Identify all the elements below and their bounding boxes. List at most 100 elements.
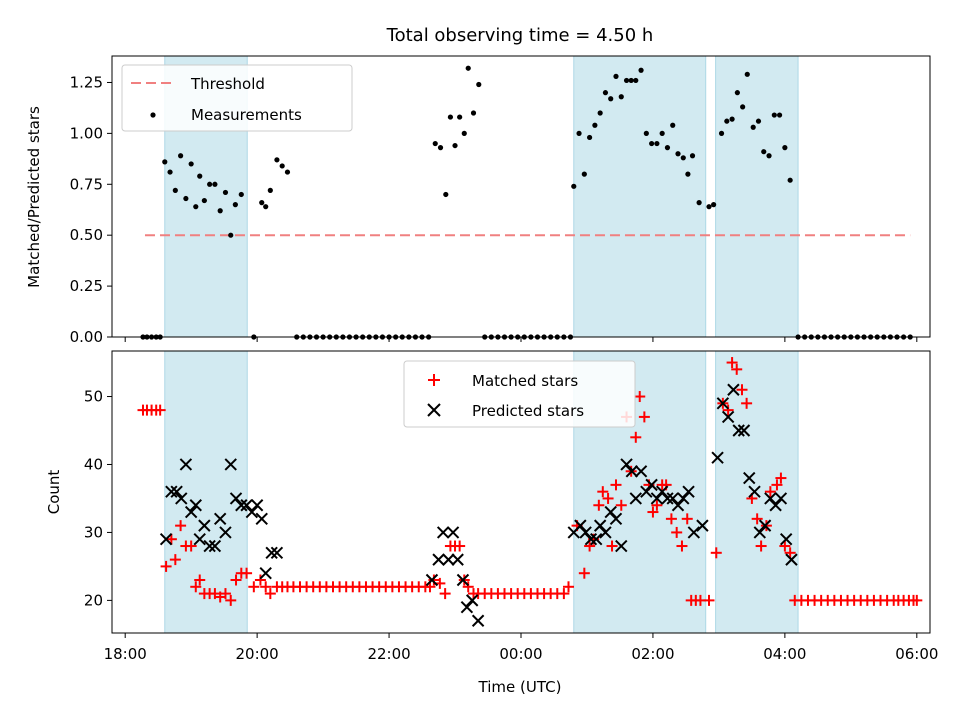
measurement-point [602,90,609,96]
measurement-point [238,191,244,198]
measurement-point [755,118,762,124]
bottom-y-tick-label: 20 [84,591,103,609]
matched-points [137,357,923,606]
measurement-point [576,130,582,136]
measurement-point [766,153,772,159]
legend-measurements-label: Measurements [191,106,302,124]
measurement-point [664,145,671,151]
matched-point [651,499,663,511]
matched-point [784,547,796,559]
predicted-point [471,614,485,627]
predicted-point [687,526,701,539]
measurement-point [729,116,735,122]
predicted-point-stroke [625,465,639,478]
predicted-point-stroke [259,566,272,580]
matched-point [681,513,693,525]
matched-point [264,588,276,600]
predicted-point [677,492,690,505]
predicted-point [661,492,674,505]
predicted-point [245,505,259,519]
predicted-point-stroke [245,505,259,519]
predicted-point-stroke [432,553,445,566]
measurement-point [670,122,676,128]
measurement-point [212,181,218,187]
predicted-point [604,505,617,519]
measurement-point [680,155,686,161]
matched-point [671,526,683,538]
predicted-point-stroke [615,539,628,553]
matched-point [775,472,787,484]
matched-point [558,588,570,600]
predicted-point-stroke [682,485,695,498]
predicted-point [203,539,216,553]
predicted-point [170,485,183,498]
predicted-point [732,424,745,437]
matched-point [241,567,253,579]
predicted-point [442,553,455,566]
predicted-point [769,499,782,512]
predicted-point-stroke [604,505,617,519]
predicted-point-stroke [671,499,685,512]
x-tick-label: 02:00 [631,645,674,663]
measurement-point [649,140,655,147]
predicted-point [460,600,474,614]
measurement-point [623,77,630,84]
measurement-point [581,171,587,177]
matched-point [219,588,231,600]
matched-point [610,479,622,491]
predicted-point-stroke [599,526,612,539]
predicted-point-stroke [769,499,782,512]
predicted-point-stroke [785,553,798,566]
predicted-point-stroke [224,458,237,471]
measurement-point [274,157,280,163]
predicted-point-stroke [165,485,178,498]
measurement-point [188,161,194,167]
measurement-point [613,73,619,79]
predicted-point-stroke [655,485,669,498]
predicted-point [721,410,735,424]
predicted-point [785,553,798,566]
matched-point [703,594,715,606]
predicted-point-stroke [235,499,248,512]
predicted-point-stroke [721,410,735,424]
predicted-point [758,519,772,532]
bottom-x-axis: 18:00 20:00 22:00 00:00 02:00 04:00 06:00 [104,633,938,663]
matched-point [169,554,181,566]
top-legend: Threshold Measurements [121,64,353,132]
measurement-point [643,130,649,136]
predicted-point-stroke [175,492,188,505]
predicted-point-stroke [753,526,767,539]
predicted-point-stroke [240,499,253,512]
predicted-point-stroke [179,458,193,471]
measurement-point [659,130,665,136]
x-axis-title: Time (UTC) [478,678,562,696]
predicted-point-stroke [661,492,674,505]
predicted-point [655,485,669,498]
measurement-point [571,183,577,189]
matched-point [722,404,734,416]
measurement-point [207,181,213,187]
measurement-point [178,153,184,159]
predicted-point [432,553,445,566]
observing-window-bottom [164,350,248,634]
predicted-point [159,533,173,546]
predicted-point-stroke [732,424,745,437]
bottom-y-axis-title: Count [45,470,63,515]
predicted-point [235,499,248,512]
predicted-point-stroke [456,573,470,587]
predicted-point [224,458,237,471]
predicted-point [270,546,284,560]
matched-point [165,533,177,545]
predicted-point [574,519,587,532]
measurement-point [685,171,691,177]
measurement-point [776,112,783,118]
top-legend-box [121,64,353,132]
predicted-point [748,485,761,498]
predicted-point-stroke [189,499,202,512]
predicted-point [436,526,450,539]
predicted-point [625,465,639,478]
measurement-point [618,94,624,100]
predicted-point [716,397,730,410]
predicted-point [609,512,623,526]
matched-point [602,492,614,504]
